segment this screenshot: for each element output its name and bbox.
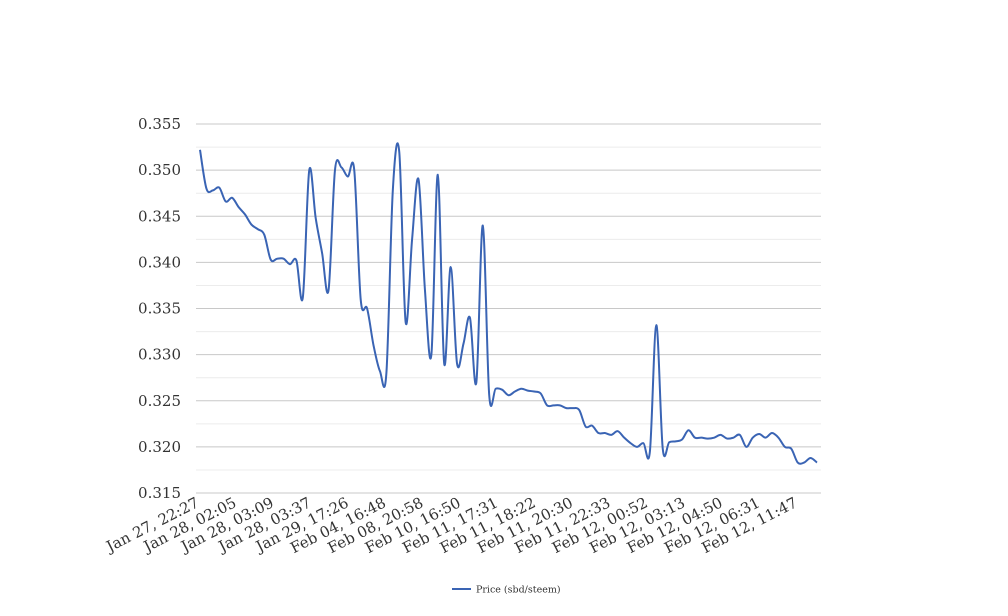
legend[interactable]: Price (sbd/steem) bbox=[452, 585, 561, 596]
y-tick-label: 0.325 bbox=[138, 392, 181, 410]
grid-lines bbox=[196, 123, 821, 494]
y-tick-label: 0.315 bbox=[138, 484, 181, 502]
series-layer bbox=[199, 142, 818, 465]
y-axis: 0.315 0.320 0.325 0.330 0.335 0.340 0.345 0.350… bbox=[138, 115, 181, 502]
y-tick-label: 0.320 bbox=[138, 438, 181, 456]
y-tick-label: 0.340 bbox=[138, 253, 181, 271]
y-tick-label: 0.330 bbox=[138, 346, 181, 364]
y-tick-label: 0.355 bbox=[138, 115, 181, 133]
legend-label: Price (sbd/steem) bbox=[476, 585, 561, 596]
series-line bbox=[199, 142, 818, 465]
y-tick-label: 0.335 bbox=[138, 300, 181, 318]
y-tick-label: 0.350 bbox=[138, 161, 181, 179]
y-tick-label: 0.345 bbox=[138, 207, 181, 225]
